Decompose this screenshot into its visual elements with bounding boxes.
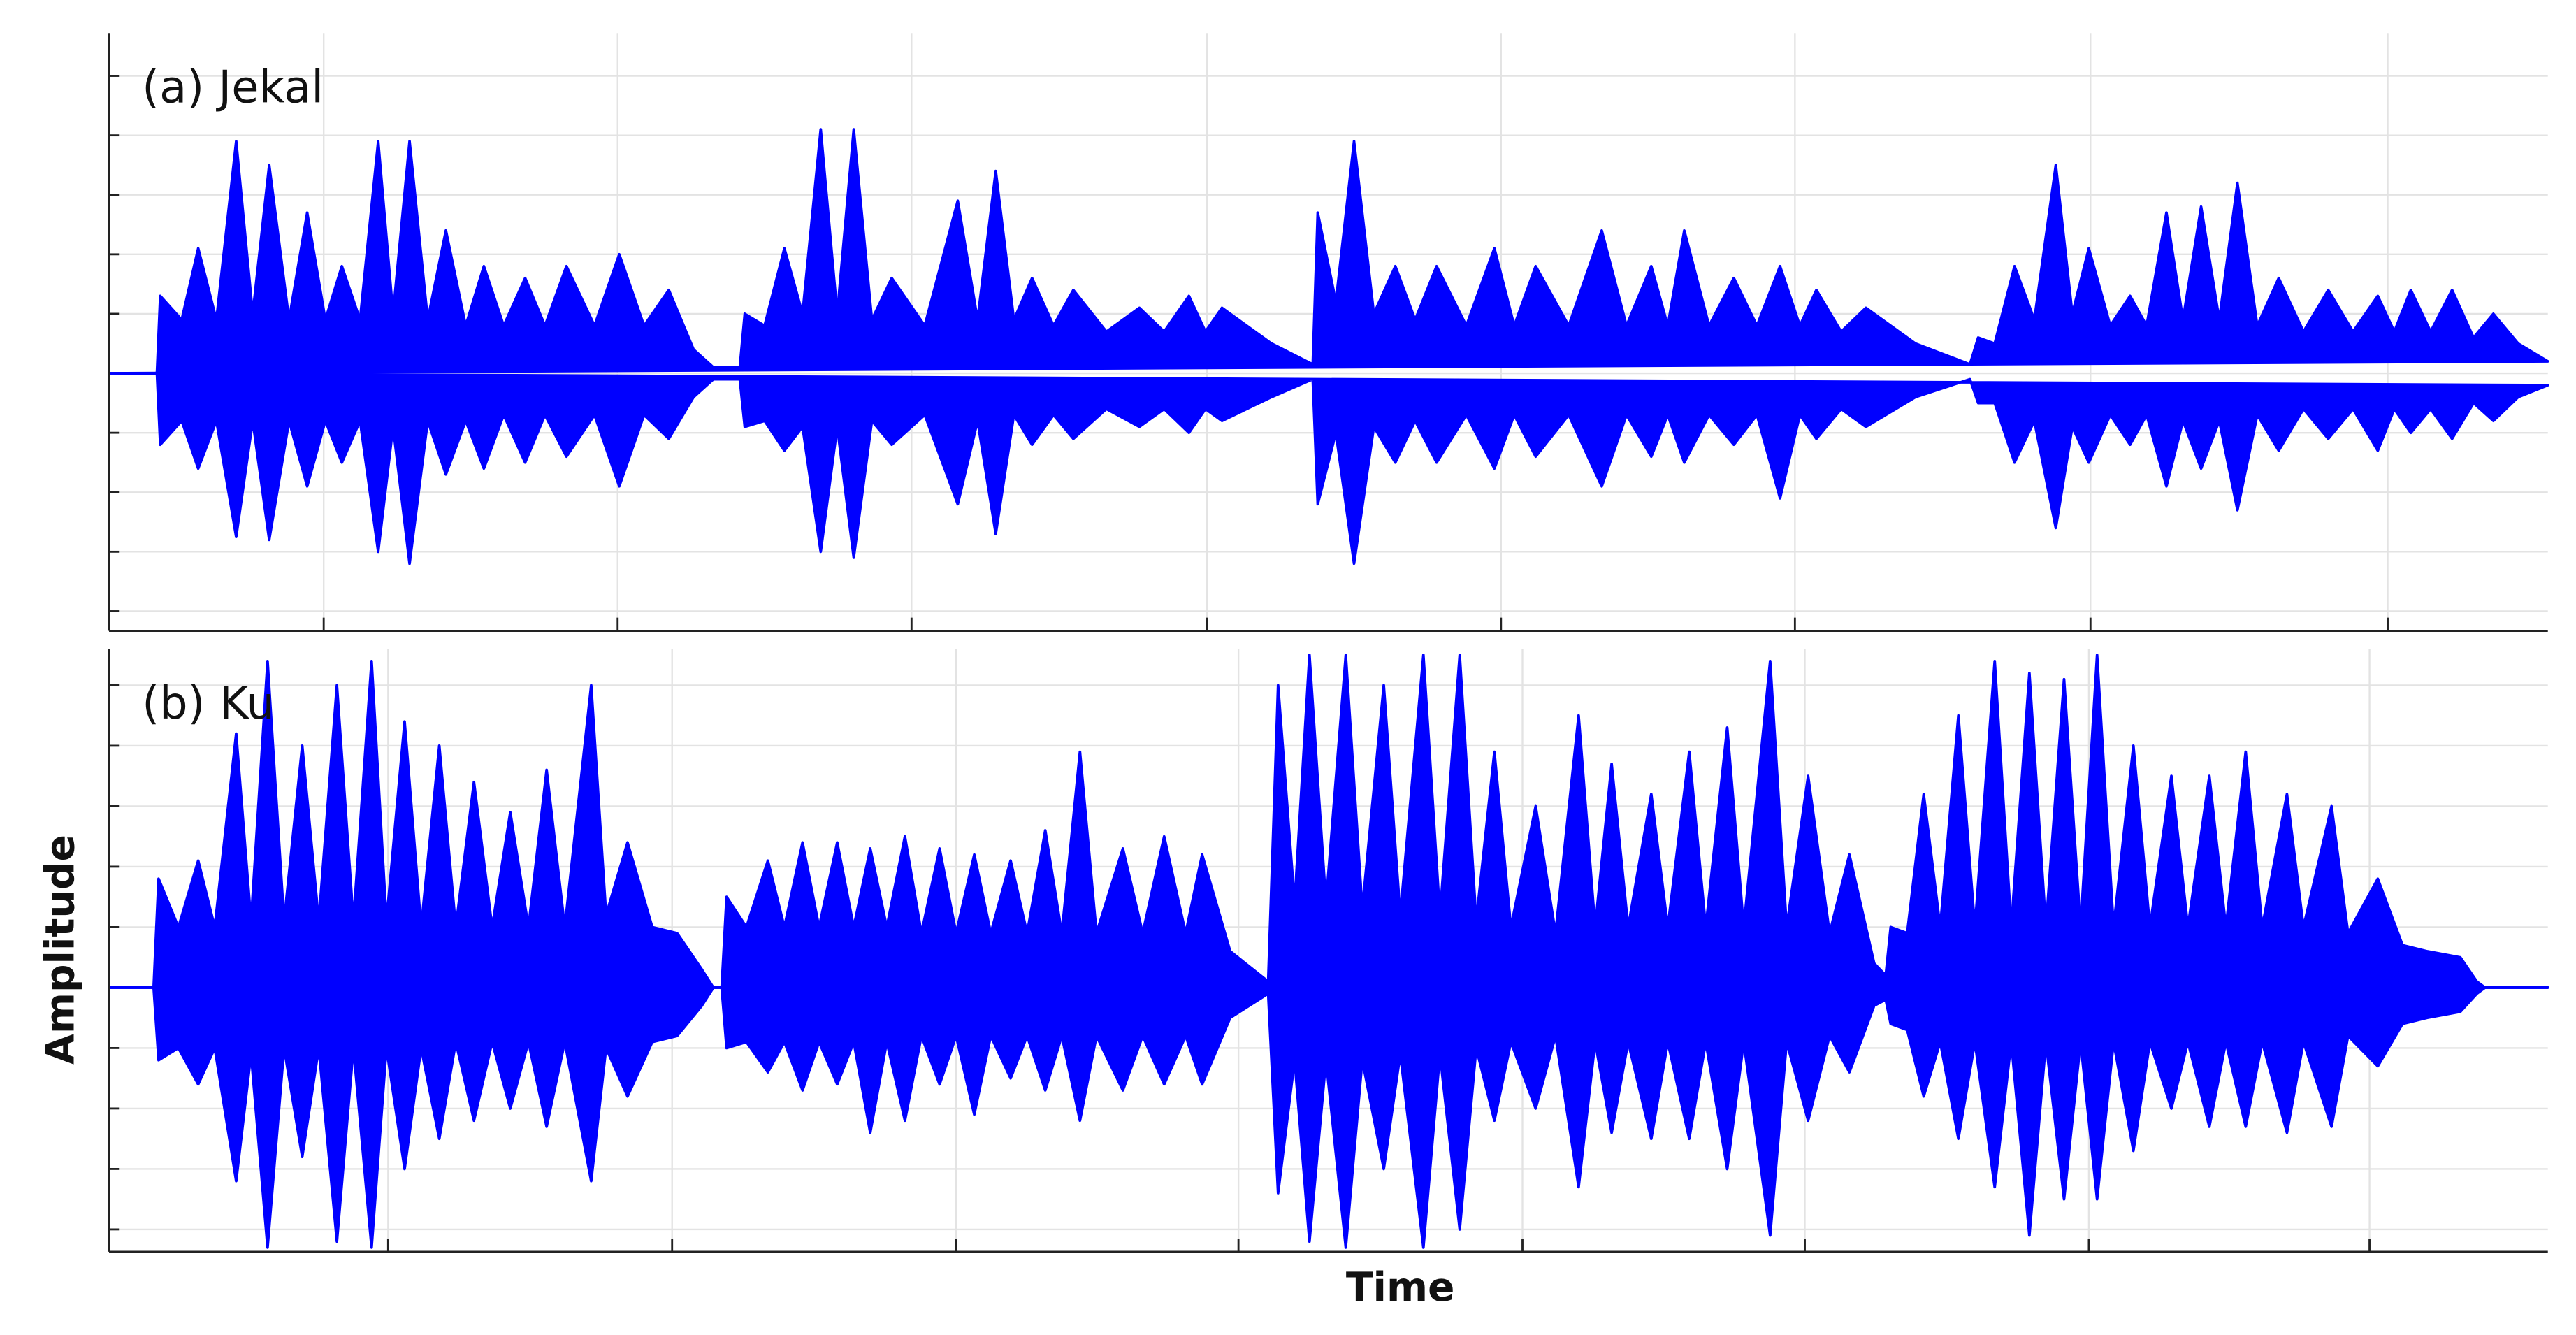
waveform [108,986,2549,1249]
waveform [108,372,2549,565]
waveform [108,128,2549,375]
y-axis-label: Amplitude [38,835,84,1065]
panel-title: (b) Ku [142,678,275,730]
x-axis-label: Time [1346,1264,1455,1311]
panel-title: (a) Jekal [142,62,324,113]
panel: (b) Ku [108,649,2549,1253]
panel: (a) Jekal [108,33,2549,632]
waveform [108,654,2549,989]
